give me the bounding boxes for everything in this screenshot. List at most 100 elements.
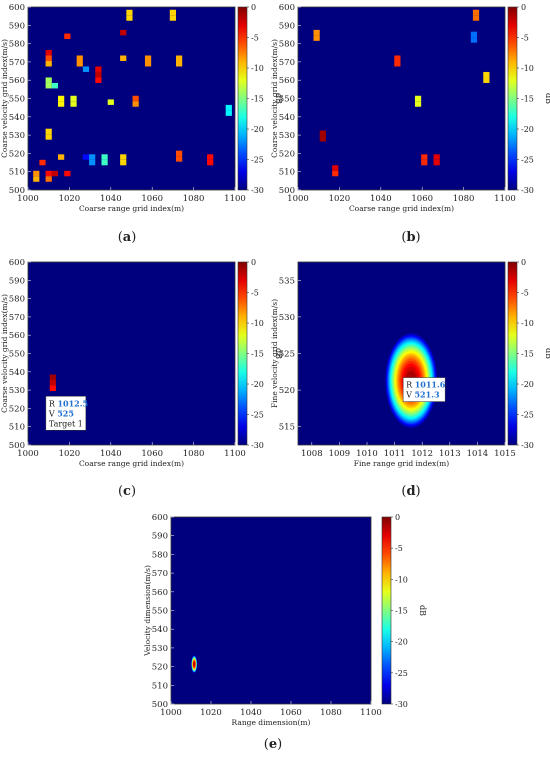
heatmap-cell [433, 154, 440, 160]
colorbar-tick-label: -10 [395, 575, 408, 584]
heatmap-cell [126, 9, 133, 16]
x-tick-label: 1080 [453, 194, 475, 204]
heatmap-cell [483, 77, 490, 83]
colorbar-tick-label: 0 [251, 258, 256, 267]
y-tick-label: 530 [152, 644, 168, 654]
heatmap-cell [470, 37, 478, 43]
colorbar-tick-label: -20 [521, 380, 534, 389]
x-tick-label: 1010 [356, 449, 378, 459]
heatmap-cell [45, 77, 52, 83]
y-tick-label: 580 [9, 40, 25, 50]
y-tick-label: 500 [9, 186, 25, 196]
heatmap-cell [332, 165, 339, 171]
colorbar-tick-label: -15 [251, 95, 264, 104]
colorbar-tick-label: -5 [521, 34, 529, 43]
y-tick-label: 510 [9, 423, 25, 433]
heatmap-cell [45, 170, 52, 177]
colorbar-tick-label: -30 [251, 441, 264, 450]
heatmap-cell [433, 159, 440, 166]
x-tick-label: 1100 [494, 194, 516, 204]
x-tick-label: 1009 [329, 449, 351, 459]
colorbar-tick-label: 0 [395, 513, 400, 522]
heatmap-cell [132, 101, 139, 107]
heatmap-cell [207, 154, 214, 160]
plot-area [28, 7, 235, 190]
colorbar-tick-label: -25 [251, 411, 264, 420]
x-tick-label: 1040 [240, 708, 262, 718]
x-axis-label: Coarse range grid index(m) [79, 459, 184, 468]
heatmap-cell [483, 71, 490, 78]
heatmap-cell [176, 156, 183, 162]
heatmap-cell [64, 33, 71, 40]
y-tick-label: 560 [279, 76, 295, 86]
heatmap-cell [144, 55, 152, 61]
data-tip-box [402, 377, 446, 402]
heatmap-cell [89, 154, 96, 160]
data-tip-line: R 1012.5 [49, 398, 88, 408]
y-tick-label: 500 [279, 186, 295, 196]
heatmap-cell [45, 60, 52, 67]
y-tick-label: 530 [9, 131, 25, 141]
y-axis-label: Coarse velocity grid index(m/s) [0, 39, 9, 158]
y-tick-label: 550 [9, 95, 25, 105]
y-tick-label: 600 [9, 258, 25, 268]
y-tick-label: 530 [9, 386, 25, 396]
panel-d: 1008 1009 1010 1011 1012 1013 1014 1015 515 520 52… [270, 258, 550, 499]
heatmap-cell [414, 95, 422, 102]
data-tip-line: Target 1 [49, 419, 83, 428]
panel-label: (b) [401, 230, 420, 245]
x-axis-label: Range dimension(m) [232, 718, 311, 727]
x-tick-label: 1100 [224, 194, 246, 204]
x-tick-label: 1040 [370, 194, 392, 204]
x-tick-label: 1080 [183, 449, 205, 459]
data-tip-line: V 521.3 [405, 390, 440, 400]
heatmap-cell [176, 55, 183, 61]
x-tick-label: 1100 [224, 449, 246, 459]
y-tick-label: 510 [152, 681, 168, 691]
heatmap-cell [120, 55, 127, 61]
heatmap-cell [414, 101, 422, 107]
y-tick-label: 510 [9, 168, 25, 178]
heatmap-cell [82, 154, 90, 160]
x-tick-label: 1040 [100, 194, 122, 204]
x-axis-label: Fine range grid index(m) [354, 459, 449, 468]
y-tick-label: 560 [152, 588, 168, 598]
heatmap-cell [394, 55, 401, 61]
panel-a: 1000 1020 1040 1060 1080 1100 500 510 520 530 540 5… [0, 3, 283, 245]
heatmap-cell [76, 55, 83, 61]
y-tick-label: 540 [279, 113, 295, 123]
y-tick-label: 520 [152, 663, 168, 673]
y-tick-label: 520 [279, 149, 295, 159]
heatmap-cell [225, 104, 232, 111]
heatmap-cell [207, 159, 214, 166]
data-tip-box [45, 396, 87, 431]
heatmap-cell [313, 35, 320, 41]
heatmap-cell [45, 82, 52, 89]
heatmap-cell [51, 82, 59, 89]
colorbar-tick-label: -30 [395, 700, 408, 709]
x-tick-label: 1020 [59, 449, 81, 459]
heatmap-cell [101, 154, 108, 160]
plot-area [171, 517, 371, 704]
x-tick-label: 1012 [411, 449, 433, 459]
heatmap-cell [332, 170, 339, 177]
x-tick-label: 1015 [494, 449, 516, 459]
plot-area [298, 7, 505, 190]
y-tick-label: 590 [9, 21, 25, 31]
panel-label: (a) [118, 230, 137, 245]
data-tip-line: R 1011.6 [406, 380, 446, 390]
panel-label: (d) [401, 484, 420, 499]
data-tip-line: V 525 [48, 408, 74, 418]
y-tick-label: 590 [152, 532, 168, 542]
heatmap-cell [421, 154, 428, 160]
x-tick-label: 1020 [329, 194, 351, 204]
colorbar-tick-label: 0 [251, 3, 256, 12]
y-tick-label: 535 [279, 276, 295, 286]
x-tick-label: 1008 [301, 449, 323, 459]
heatmap-cell [126, 15, 133, 21]
heatmap-cell [169, 9, 177, 16]
x-tick-label: 1060 [280, 708, 302, 718]
heatmap-cell [120, 154, 127, 160]
